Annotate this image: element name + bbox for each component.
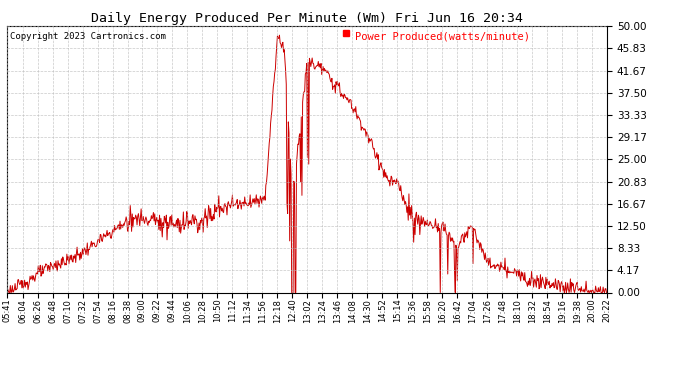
Title: Daily Energy Produced Per Minute (Wm) Fri Jun 16 20:34: Daily Energy Produced Per Minute (Wm) Fr… [91, 12, 523, 25]
Text: Power Produced(watts/minute): Power Produced(watts/minute) [355, 32, 530, 42]
Text: Copyright 2023 Cartronics.com: Copyright 2023 Cartronics.com [10, 32, 166, 40]
